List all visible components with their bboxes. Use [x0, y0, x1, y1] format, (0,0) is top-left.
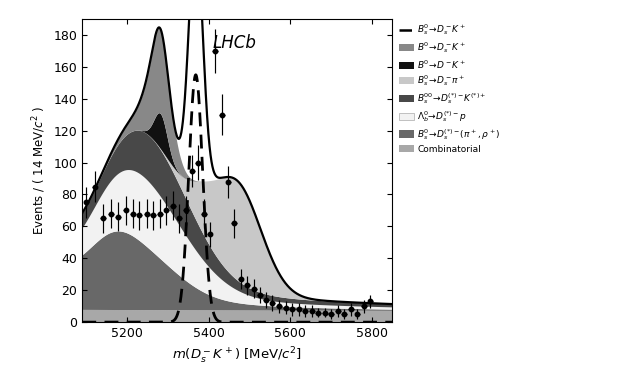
- Y-axis label: Events / ( 14 MeV/$c^2$ ): Events / ( 14 MeV/$c^2$ ): [30, 106, 48, 235]
- Text: LHCb: LHCb: [213, 34, 256, 52]
- X-axis label: $m(D_s^- K^+)$ [MeV/$c^2$]: $m(D_s^- K^+)$ [MeV/$c^2$]: [172, 346, 303, 366]
- Legend: $B_s^0\!\to\! D_s^-K^+$, $B^0\!\to\! D_s^-K^+$, $B^0\!\to\! D^-K^+$, $B_s^0\!\to: $B_s^0\!\to\! D_s^-K^+$, $B^0\!\to\! D_s…: [396, 19, 505, 157]
